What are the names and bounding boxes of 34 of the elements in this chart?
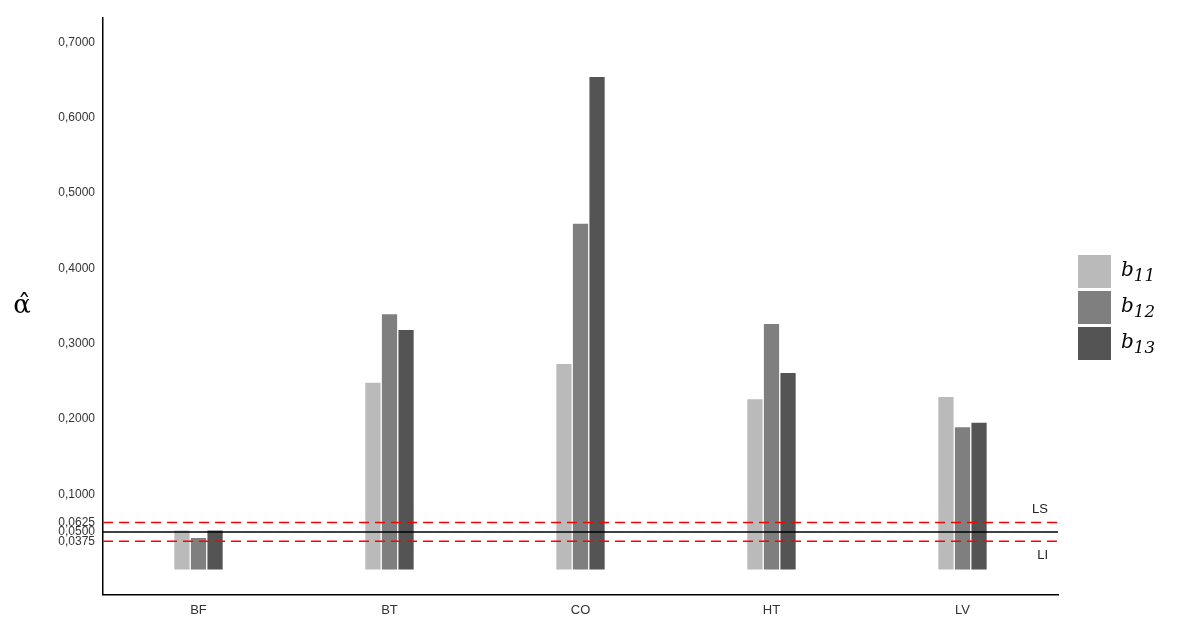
- y-tick-label: 0,6000: [58, 109, 96, 124]
- y-tick-label: 0,3000: [58, 335, 96, 350]
- ref-line-label: LS: [1032, 500, 1049, 516]
- bar: [556, 363, 572, 570]
- legend-label: b$_{11}$: [1121, 257, 1156, 285]
- y-tick-label: 0,0625: [58, 514, 96, 529]
- y-axis-title: α̂: [13, 289, 31, 320]
- y-tick-label: 0,2000: [58, 411, 96, 426]
- bar: [207, 530, 223, 570]
- bar: [971, 422, 987, 570]
- bar: [938, 397, 954, 570]
- x-tick-label: BF: [190, 601, 207, 617]
- x-tick-label: CO: [570, 601, 591, 617]
- bar: [747, 399, 763, 570]
- x-tick-label: HT: [762, 601, 781, 617]
- bar: [954, 427, 971, 570]
- bar: [174, 530, 190, 570]
- legend-label: b$_{12}$: [1121, 293, 1156, 321]
- bar: [572, 223, 589, 570]
- y-tick-label: 0,5000: [58, 185, 96, 200]
- x-tick-label: BT: [381, 601, 398, 617]
- bar: [398, 330, 414, 570]
- bar: [589, 76, 605, 570]
- bar: [763, 324, 780, 570]
- legend-label: b$_{13}$: [1121, 329, 1156, 357]
- y-tick-label: 0,4000: [58, 260, 96, 275]
- bar: [365, 382, 381, 570]
- y-tick-label: 0,1000: [58, 486, 96, 501]
- bar: [780, 372, 796, 570]
- bar: [381, 314, 398, 570]
- x-tick-label: LV: [955, 601, 971, 617]
- bar: [190, 537, 207, 570]
- ref-line-label: LI: [1037, 547, 1048, 563]
- y-tick-label: 0,7000: [58, 34, 96, 49]
